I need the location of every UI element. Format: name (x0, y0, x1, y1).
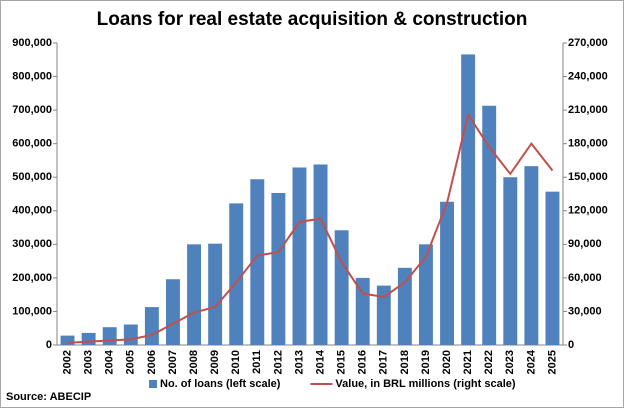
bar (144, 307, 159, 345)
x-tick-label: 2004 (104, 349, 116, 374)
x-tick-label: 2017 (378, 350, 390, 374)
x-tick-label: 2020 (441, 350, 453, 374)
bar (503, 177, 518, 345)
line (67, 112, 554, 344)
bar (376, 285, 391, 345)
bar (250, 179, 265, 345)
bar (60, 335, 75, 345)
bar (440, 201, 454, 345)
bar (187, 244, 201, 345)
x-tick-label: 2013 (293, 350, 305, 374)
x-tick-label: 2008 (188, 350, 200, 374)
x-tick-label: 2021 (462, 350, 474, 374)
chart-title: Loans for real estate acquisition & cons… (97, 9, 528, 30)
x-tick-label: 2023 (504, 350, 516, 374)
x-tick-label: 2014 (314, 349, 326, 374)
y-tick-label: 400,000 (12, 205, 52, 217)
x-tick-label: 2015 (336, 350, 348, 374)
y2-tick-label: 90,000 (568, 238, 602, 250)
y-tick-label: 700,000 (12, 104, 52, 116)
x-tick-label: 2018 (399, 350, 411, 374)
source: Source: ABECIP (6, 391, 91, 403)
bar (313, 164, 328, 345)
y2-tick-label: 150,000 (568, 171, 608, 183)
bar (292, 167, 307, 345)
y2-tick-label: 180,000 (568, 138, 608, 150)
bar (545, 191, 560, 345)
y2-tick-label: 270,000 (568, 37, 608, 49)
x-tick-label: 2006 (146, 350, 158, 374)
y-tick-label: 900,000 (12, 37, 52, 49)
x-tick-label: 2007 (167, 350, 179, 374)
bar (81, 332, 96, 345)
y2-tick-label: 30,000 (568, 305, 602, 317)
x-tick-label: 2022 (483, 350, 495, 374)
x-tick-label: 2009 (209, 350, 221, 374)
bar (461, 54, 476, 346)
y2-tick-label: 120,000 (568, 205, 608, 217)
x-tick-label: 2005 (125, 350, 137, 374)
x-tick-label: 2016 (357, 350, 369, 374)
y-tick-label: 600,000 (12, 138, 52, 150)
legend-swatch (149, 380, 157, 388)
x-tick-label: 2024 (525, 349, 537, 374)
bar (166, 279, 180, 345)
y2-tick-label: 210,000 (568, 104, 608, 116)
y-tick-label: 500,000 (12, 171, 52, 183)
bar (271, 192, 286, 345)
x-tick-label: 2019 (420, 350, 432, 374)
y-tick-label: 100,000 (12, 305, 52, 317)
y-tick-label: 300,000 (12, 238, 52, 250)
x-tick-label: 2010 (230, 350, 242, 374)
y-tick-label: 0 (46, 339, 52, 351)
legend-label: No. of loans (left scale) (160, 378, 281, 390)
bar (208, 243, 223, 345)
y-tick-label: 200,000 (12, 272, 52, 284)
bar (123, 324, 138, 345)
bar (419, 244, 433, 345)
legend-label: Value, in BRL millions (right scale) (335, 378, 515, 390)
bar (482, 105, 497, 345)
y2-tick-label: 240,000 (568, 70, 608, 82)
y-tick-label: 800,000 (12, 70, 52, 82)
bar (229, 203, 244, 345)
bar (524, 166, 539, 345)
x-tick-label: 2025 (546, 350, 558, 374)
x-tick-label: 2002 (61, 350, 73, 374)
x-tick-label: 2012 (272, 350, 284, 374)
y2-tick-label: 60,000 (568, 272, 602, 284)
y2-tick-label: 0 (568, 339, 574, 351)
bar (334, 230, 349, 345)
x-tick-label: 2003 (83, 350, 95, 374)
bar (102, 327, 117, 345)
bar (397, 267, 412, 345)
x-tick-label: 2011 (251, 350, 263, 374)
